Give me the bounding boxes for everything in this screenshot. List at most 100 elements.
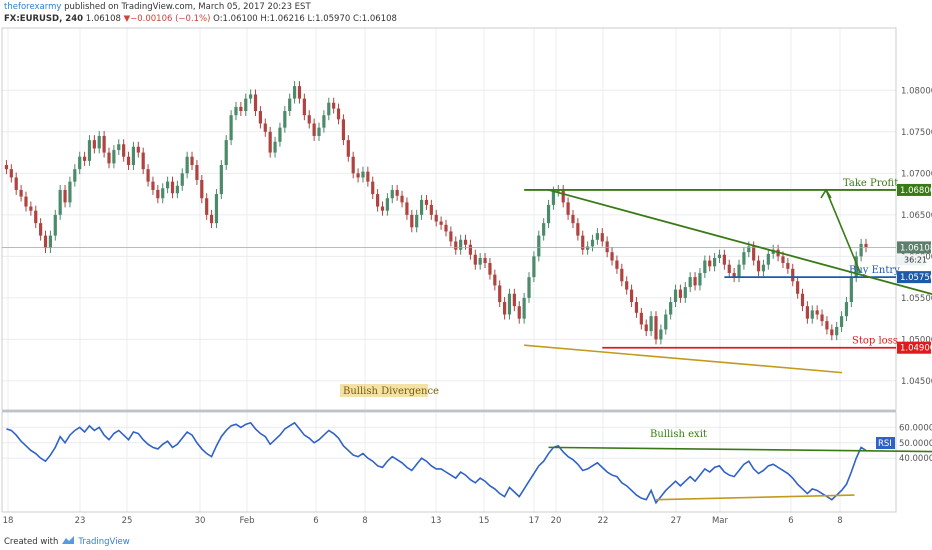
candle-body	[527, 277, 531, 298]
candle-body	[542, 223, 546, 236]
candle-body	[239, 106, 243, 112]
chart-attribution: theforexarmy published on TradingView.co…	[4, 2, 311, 12]
time-axis-tick: 25	[122, 516, 133, 526]
candle-body	[288, 98, 292, 112]
candle-body	[459, 239, 463, 250]
price-pane-border	[1, 27, 897, 411]
candle-body	[175, 185, 179, 194]
candle-body	[405, 202, 409, 215]
candle-body	[473, 254, 477, 265]
price-divergence-line	[524, 344, 843, 374]
time-axis-tick: Feb	[239, 516, 254, 526]
candle-body	[546, 204, 551, 224]
candle-body	[14, 177, 18, 190]
candle-body	[48, 235, 52, 249]
candle-body	[835, 326, 839, 336]
price-axis-tick: 1.05000	[901, 335, 932, 345]
candle-body	[126, 156, 131, 166]
published-text: published on TradingView.com, March 05, …	[64, 2, 311, 12]
candle-body	[283, 111, 287, 128]
legend-change: ▼−0.00106 (−0.1%)	[123, 14, 211, 24]
candle-body	[112, 150, 116, 164]
candle-body	[649, 316, 653, 332]
candle-body	[19, 189, 23, 197]
candle-body	[498, 285, 502, 303]
candle-body	[507, 293, 512, 315]
candle-body	[376, 194, 380, 207]
candle-body	[722, 254, 726, 265]
candle-body	[654, 316, 658, 340]
candle-body	[610, 252, 614, 261]
candle-body	[468, 244, 473, 255]
candle-body	[312, 123, 316, 136]
candle-body	[244, 98, 248, 112]
candle-body	[136, 146, 140, 153]
time-axis-tick: 15	[479, 516, 490, 526]
legend-close: 1.06108	[85, 14, 121, 24]
tradingview-link[interactable]: TradingView	[78, 536, 130, 547]
candle-body	[122, 144, 126, 157]
candle-body	[332, 102, 336, 109]
candle-body	[107, 152, 111, 164]
candle-body	[796, 281, 800, 294]
rsi-axis-tick: 60.0000	[899, 423, 932, 433]
candle-body	[180, 173, 184, 186]
rsi-divergence-line	[655, 494, 855, 501]
candle-body	[385, 198, 389, 211]
symbol-legend: FX:EURUSD, 240 1.06108 ▼−0.00106 (−0.1%)…	[4, 14, 397, 24]
candle-body	[205, 198, 209, 215]
time-axis-tick: 6	[313, 516, 318, 526]
candle-body	[634, 302, 639, 313]
candle-body	[53, 214, 57, 236]
candle-body	[24, 196, 28, 207]
candle-body	[752, 246, 756, 261]
candle-body	[629, 289, 634, 303]
candle-body	[400, 195, 404, 203]
candle-body	[219, 165, 223, 195]
rsi-tag-label: RSI	[878, 439, 892, 449]
descending-trendline	[548, 189, 932, 296]
candle-body	[590, 239, 595, 247]
candle-body	[117, 144, 121, 151]
candle-body	[454, 241, 458, 250]
candle-body	[493, 274, 497, 286]
buy-entry-price-tag: 1.05750	[900, 273, 932, 283]
candle-body	[576, 223, 580, 236]
candle-body	[805, 306, 809, 319]
candle-body	[532, 256, 536, 278]
take-profit-price-tag: 1.06800	[900, 186, 932, 196]
candle-body	[395, 189, 399, 196]
time-axis-tick: 23	[75, 516, 86, 526]
candle-body	[29, 206, 33, 211]
candle-body	[849, 277, 853, 303]
candle-body	[761, 264, 766, 272]
time-axis-tick: 8	[362, 516, 367, 526]
candle-body	[615, 260, 619, 269]
candle-body	[410, 214, 414, 228]
candle-body	[605, 241, 609, 253]
candle-body	[346, 140, 350, 157]
candle-body	[488, 263, 492, 275]
candle-body	[659, 329, 663, 340]
candle-body	[820, 314, 824, 322]
candle-body	[439, 221, 443, 225]
candle-body	[449, 231, 453, 242]
candle-body	[703, 260, 707, 273]
author-link[interactable]: theforexarmy	[4, 2, 62, 12]
rsi-resistance-line	[548, 446, 932, 453]
candle-body	[561, 189, 565, 203]
candle-body	[644, 324, 648, 332]
candle-body	[551, 191, 556, 205]
candle-body	[517, 306, 521, 319]
candle-body	[341, 119, 346, 141]
symbol-name: FX:EURUSD, 240	[4, 14, 84, 24]
candle-body	[717, 254, 722, 259]
rsi-pane-border	[1, 411, 897, 513]
rsi-axis-tick: 50.0000	[899, 439, 932, 449]
candle-body	[9, 169, 13, 178]
rsi-tag-bg	[876, 437, 895, 449]
candle-body	[434, 214, 438, 222]
candle-body	[444, 224, 448, 232]
candle-body	[43, 235, 48, 249]
